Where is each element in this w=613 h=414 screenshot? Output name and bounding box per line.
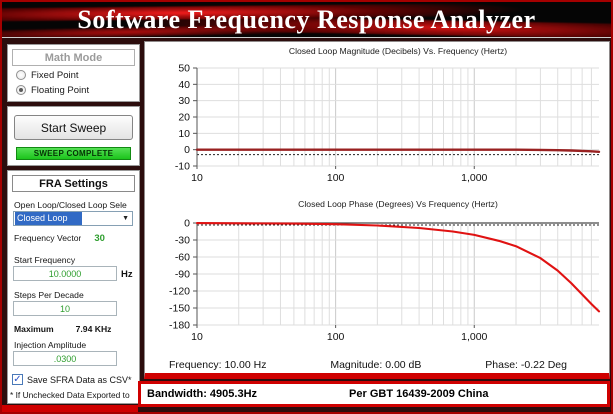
title-bar: Software Frequency Response Analyzer: [2, 2, 611, 38]
start-sweep-button[interactable]: Start Sweep: [14, 115, 133, 140]
maximum-value: 7.94 KHz: [75, 324, 112, 334]
bottom-red-border: [2, 405, 138, 412]
standard-note: Per GBT 16439-2009 China: [349, 388, 489, 400]
svg-text:10: 10: [178, 128, 190, 140]
radio-label: Floating Point: [31, 84, 90, 96]
loop-select-value: Closed Loop: [15, 212, 82, 225]
stat-magnitude: Magnitude: 0.00 dB: [330, 359, 422, 371]
svg-text:-90: -90: [175, 269, 190, 281]
svg-text:1,000: 1,000: [461, 331, 487, 343]
loop-select-dropdown[interactable]: Closed Loop ▼: [13, 211, 133, 226]
footer-bar: Bandwidth: 4905.3Hz Per GBT 16439-2009 C…: [138, 381, 610, 407]
magnitude-chart: Closed Loop Magnitude (Decibels) Vs. Fre…: [175, 46, 601, 184]
check-icon: ✓: [13, 373, 22, 385]
start-frequency-label: Start Frequency: [14, 255, 76, 265]
phase-chart-title: Closed Loop Phase (Degrees) Vs Frequency…: [298, 199, 498, 209]
steps-per-decade-label: Steps Per Decade: [14, 290, 84, 300]
svg-text:-30: -30: [175, 235, 190, 247]
injection-amplitude-input[interactable]: [13, 351, 117, 366]
frequency-vector-value: 30: [94, 233, 105, 244]
injection-amplitude-label: Injection Amplitude: [14, 340, 87, 350]
svg-text:30: 30: [178, 95, 190, 107]
svg-text:-60: -60: [175, 252, 190, 264]
radio-button-icon: [16, 70, 26, 80]
svg-text:20: 20: [178, 112, 190, 124]
app-title: Software Frequency Response Analyzer: [77, 5, 536, 34]
maximum-label: Maximum: [14, 324, 54, 334]
sweep-status-badge: SWEEP COMPLETE: [16, 147, 131, 160]
svg-text:0: 0: [184, 218, 190, 230]
svg-text:10: 10: [191, 331, 203, 343]
svg-text:40: 40: [178, 79, 190, 91]
radio-label: Fixed Point: [31, 69, 79, 81]
stat-phase: Phase: -0.22 Deg: [485, 359, 567, 371]
svg-text:1,000: 1,000: [461, 172, 487, 184]
svg-text:100: 100: [327, 172, 345, 184]
loop-select-label: Open Loop/Closed Loop Sele: [14, 200, 127, 210]
phase-chart: Closed Loop Phase (Degrees) Vs Frequency…: [169, 199, 601, 343]
steps-per-decade-input[interactable]: [13, 301, 117, 316]
bandwidth-value: Bandwidth: 4905.3Hz: [147, 388, 258, 400]
frequency-vector-label: Frequency Vector: [14, 233, 82, 243]
radio-button-icon: [16, 85, 26, 95]
radio-fixed-point[interactable]: Fixed Point: [16, 69, 79, 81]
start-frequency-unit: Hz: [121, 269, 133, 280]
chart-panel: Closed Loop Magnitude (Decibels) Vs. Fre…: [144, 41, 610, 379]
svg-text:50: 50: [178, 63, 190, 75]
start-frequency-input[interactable]: [13, 266, 117, 281]
cursor-stats-row: Frequency: 10.00 Hz Magnitude: 0.00 dB P…: [145, 359, 609, 371]
svg-text:-150: -150: [169, 303, 190, 315]
svg-text:-10: -10: [175, 161, 190, 173]
svg-text:100: 100: [327, 331, 345, 343]
fra-settings-panel: FRA Settings Open Loop/Closed Loop Sele …: [7, 170, 140, 404]
csv-note: * If Unchecked Data Exported to: [10, 390, 130, 400]
sweep-panel: Start Sweep SWEEP COMPLETE: [7, 106, 140, 166]
svg-text:0: 0: [184, 144, 190, 156]
math-mode-title: Math Mode: [12, 49, 135, 66]
magnitude-chart-title: Closed Loop Magnitude (Decibels) Vs. Fre…: [289, 46, 507, 56]
svg-text:-120: -120: [169, 286, 190, 298]
radio-floating-point[interactable]: Floating Point: [16, 84, 89, 96]
fra-settings-title: FRA Settings: [12, 175, 135, 192]
svg-text:-180: -180: [169, 320, 190, 332]
stat-frequency: Frequency: 10.00 Hz: [169, 359, 267, 371]
csv-checkbox[interactable]: ✓: [12, 374, 23, 385]
csv-checkbox-label: Save SFRA Data as CSV*: [27, 374, 132, 385]
svg-text:10: 10: [191, 172, 203, 184]
chevron-down-icon: ▼: [122, 215, 129, 222]
math-mode-panel: Math Mode Fixed Point Floating Point: [7, 44, 140, 102]
